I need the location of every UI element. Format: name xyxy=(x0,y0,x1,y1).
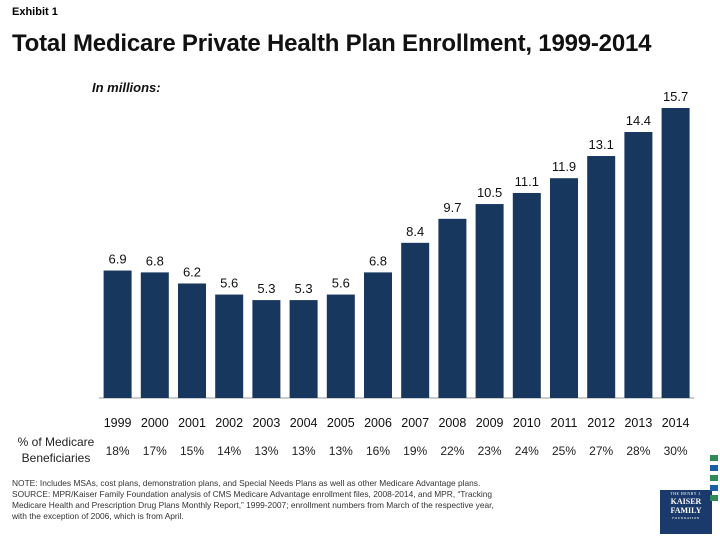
kff-logo: THE HENRY J. KAISER FAMILY FOUNDATION xyxy=(660,490,712,534)
percent-value-2000: 17% xyxy=(142,444,167,458)
year-tick-2009: 2009 xyxy=(476,416,504,430)
percent-value-2012: 27% xyxy=(589,444,614,458)
footer-notes: NOTE: Includes MSAs, cost plans, demonst… xyxy=(12,478,652,522)
source-text-3: with the exception of 2006, which is fro… xyxy=(12,511,184,521)
percent-value-2010: 24% xyxy=(514,444,539,458)
bar-2013 xyxy=(624,132,653,398)
edge-decoration-icon xyxy=(710,455,718,501)
value-label-2008: 9.7 xyxy=(443,200,461,215)
value-label-2002: 5.6 xyxy=(220,276,238,291)
percent-value-2004: 13% xyxy=(291,444,316,458)
percent-value-2013: 28% xyxy=(626,444,651,458)
note-text: NOTE: Includes MSAs, cost plans, demonst… xyxy=(12,478,481,488)
value-label-2004: 5.3 xyxy=(295,281,313,296)
percent-value-2001: 15% xyxy=(179,444,205,458)
percent-value-2006: 16% xyxy=(365,444,391,458)
units-label: In millions: xyxy=(92,80,161,95)
value-label-2010: 11.1 xyxy=(515,174,539,189)
percent-value-2009: 23% xyxy=(477,444,502,458)
value-labels-group: 6.9 6.8 6.2 5.6 5.3 5.3 5.6 6.8 8.4 9.7 10.5 11.1 11… xyxy=(109,89,689,296)
bar-2012 xyxy=(587,156,616,398)
value-label-2014: 15.7 xyxy=(663,89,688,104)
year-tick-1999: 1999 xyxy=(104,416,132,430)
percent-value-2007: 19% xyxy=(403,444,428,458)
source-text-1: SOURCE: MPR/Kaiser Family Foundation ana… xyxy=(12,489,493,499)
percent-value-1999: 18% xyxy=(105,444,130,458)
percent-row-label: % of Medicare Beneficiaries xyxy=(17,435,95,465)
year-tick-2014: 2014 xyxy=(662,416,690,430)
bar-2007 xyxy=(401,242,430,398)
year-tick-2008: 2008 xyxy=(438,416,466,430)
year-tick-2011: 2011 xyxy=(551,416,578,430)
year-tick-2007: 2007 xyxy=(401,416,429,430)
percent-value-2003: 13% xyxy=(254,444,279,458)
chart-title: Total Medicare Private Health Plan Enrol… xyxy=(12,30,652,57)
value-label-2013: 14.4 xyxy=(626,113,651,128)
value-label-2001: 6.2 xyxy=(183,264,201,279)
value-label-2000: 6.8 xyxy=(146,253,164,268)
exhibit-label: Exhibit 1 xyxy=(12,6,58,18)
value-label-2011: 11.9 xyxy=(552,159,576,174)
percent-value-2002: 14% xyxy=(217,444,242,458)
value-label-2009: 10.5 xyxy=(477,185,502,200)
year-tick-2004: 2004 xyxy=(290,416,318,430)
bar-2000 xyxy=(140,272,169,398)
year-tick-2001: 2001 xyxy=(178,416,206,430)
logo-line-2: KAISER xyxy=(670,497,702,506)
bar-2005 xyxy=(326,294,355,398)
percent-value-2011: 25% xyxy=(551,444,577,458)
value-label-2007: 8.4 xyxy=(406,224,424,239)
source-text-2: Medicare Health and Prescription Drug Pl… xyxy=(12,500,494,510)
year-tick-2006: 2006 xyxy=(364,416,392,430)
year-ticks-group: 1999 2000 2001 2002 2003 2004 2005 2006 2007 2008… xyxy=(104,416,690,430)
bar-2008 xyxy=(438,218,467,398)
year-tick-2005: 2005 xyxy=(327,416,355,430)
logo-line-4: FOUNDATION xyxy=(672,516,700,520)
logo-line-3: FAMILY xyxy=(670,506,702,515)
bar-2010 xyxy=(512,192,541,398)
year-tick-2012: 2012 xyxy=(587,416,615,430)
value-label-2003: 5.3 xyxy=(257,281,275,296)
value-label-2012: 13.1 xyxy=(589,137,614,152)
bar-1999 xyxy=(103,270,132,398)
bar-2006 xyxy=(364,272,392,398)
year-tick-2003: 2003 xyxy=(252,416,280,430)
bar-2009 xyxy=(475,204,504,398)
bar-2014 xyxy=(661,108,690,398)
bar-2011 xyxy=(550,178,578,398)
percent-value-2014: 30% xyxy=(663,444,688,458)
value-label-2006: 6.8 xyxy=(369,253,387,268)
bar-2001 xyxy=(178,283,206,398)
bar-2004 xyxy=(289,300,318,398)
value-label-2005: 5.6 xyxy=(332,276,350,291)
logo-line-1: THE HENRY J. xyxy=(670,491,702,496)
year-tick-2013: 2013 xyxy=(624,416,652,430)
bar-2002 xyxy=(215,294,244,398)
percent-value-2005: 13% xyxy=(328,444,353,458)
bars-group xyxy=(99,108,695,399)
percent-value-2008: 22% xyxy=(440,444,465,458)
year-tick-2002: 2002 xyxy=(215,416,243,430)
year-tick-2010: 2010 xyxy=(513,416,541,430)
value-label-1999: 6.9 xyxy=(109,252,127,267)
bar-2003 xyxy=(252,300,281,398)
year-tick-2000: 2000 xyxy=(141,416,169,430)
